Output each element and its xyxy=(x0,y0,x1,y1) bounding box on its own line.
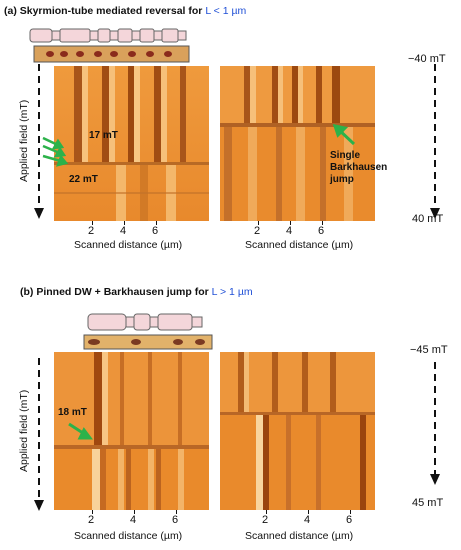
green-arrow-barkhausen xyxy=(332,124,356,146)
ylabel-b: Applied field (mT) xyxy=(18,389,30,472)
green-arrows-a xyxy=(42,136,69,167)
field-arrow-left-b xyxy=(34,358,44,511)
caption-a-condition: L < 1 µm xyxy=(205,5,247,17)
annotation-22mt: 22 mT xyxy=(69,174,98,185)
caption-b-condition: L > 1 µm xyxy=(211,286,253,298)
mfm-map-a-left xyxy=(54,66,209,221)
tick-a-right-6 xyxy=(322,221,323,225)
ticklabel-a-right-2: 2 xyxy=(254,225,261,237)
xlabel-b-left: Scanned distance (µm) xyxy=(74,530,183,542)
ticklabel-a-right-4: 4 xyxy=(286,225,293,237)
tick-b-left-4 xyxy=(134,510,135,514)
ticklabel-b-right-6: 6 xyxy=(346,514,353,526)
ticklabel-b-left-2: 2 xyxy=(88,514,95,526)
field-bottom-b: 45 mT xyxy=(412,497,444,509)
field-top-a: −40 mT xyxy=(408,53,446,65)
annotation-18mt: 18 mT xyxy=(58,407,87,418)
ylabel-a: Applied field (mT) xyxy=(18,99,30,182)
field-bottom-a: 40 mT xyxy=(412,213,444,225)
ticklabel-b-right-4: 4 xyxy=(304,514,311,526)
ticklabel-b-left-6: 6 xyxy=(172,514,179,526)
tick-a-left-6 xyxy=(156,221,157,225)
green-arrow-18mt xyxy=(68,422,93,440)
tick-a-right-2 xyxy=(258,221,259,225)
tick-a-right-4 xyxy=(290,221,291,225)
field-top-b: −45 mT xyxy=(410,344,448,356)
tick-a-left-4 xyxy=(124,221,125,225)
annotation-barkhausen: Single Barkhausen jump xyxy=(330,150,388,185)
xlabel-a-right: Scanned distance (µm) xyxy=(245,239,354,251)
wire-schematic-a xyxy=(29,28,190,63)
annotation-17mt: 17 mT xyxy=(89,130,118,141)
tick-b-left-2 xyxy=(92,510,93,514)
field-arrow-right-b xyxy=(430,362,440,485)
caption-b-text: (b) Pinned DW + Barkhausen jump for xyxy=(20,286,212,298)
tick-a-left-2 xyxy=(92,221,93,225)
tick-b-right-4 xyxy=(308,510,309,514)
tick-b-right-6 xyxy=(350,510,351,514)
ticklabel-a-left-6: 6 xyxy=(152,225,159,237)
caption-b: (b) Pinned DW + Barkhausen jump for L > … xyxy=(20,286,253,298)
mfm-map-a-right xyxy=(220,66,375,221)
ticklabel-b-right-2: 2 xyxy=(262,514,269,526)
mfm-map-b-right xyxy=(220,352,375,510)
xlabel-b-right: Scanned distance (µm) xyxy=(245,530,354,542)
caption-a-text: (a) Skyrmion-tube mediated reversal for xyxy=(4,5,206,17)
tick-b-left-6 xyxy=(176,510,177,514)
ticklabel-a-left-2: 2 xyxy=(88,225,95,237)
wire-schematic-b xyxy=(83,313,213,350)
ticklabel-b-left-4: 4 xyxy=(130,514,137,526)
field-arrow-right-a xyxy=(430,64,440,219)
xlabel-a-left: Scanned distance (µm) xyxy=(74,239,183,251)
tick-b-right-2 xyxy=(266,510,267,514)
ticklabel-a-left-4: 4 xyxy=(120,225,127,237)
caption-a: (a) Skyrmion-tube mediated reversal for … xyxy=(4,5,246,17)
ticklabel-a-right-6: 6 xyxy=(318,225,325,237)
field-arrow-left-a xyxy=(34,64,44,219)
